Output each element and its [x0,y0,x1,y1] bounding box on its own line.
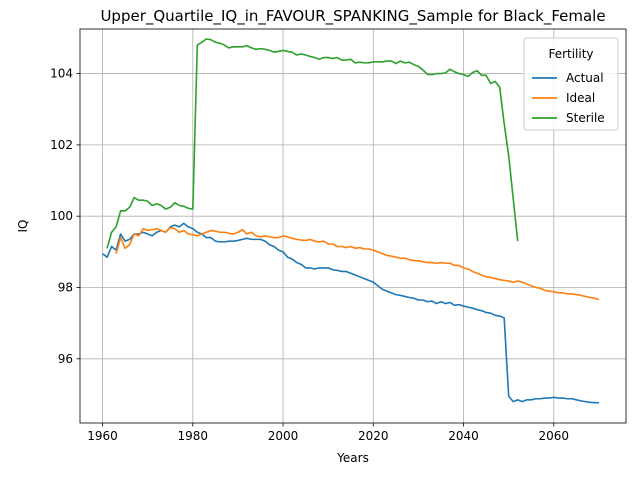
legend-label-actual: Actual [566,71,604,85]
chart-title: Upper_Quartile_IQ_in_FAVOUR_SPANKING_Sam… [100,7,605,26]
plot-series [102,38,600,404]
x-axis-ticks: 1960 1980 2000 2020 2040 2060 [87,423,569,443]
y-tick-label: 102 [50,138,73,152]
y-tick-label: 96 [58,352,73,366]
legend-label-sterile: Sterile [566,111,605,125]
y-axis-ticks: 96 98 100 102 104 [50,67,80,366]
legend: Fertility Actual Ideal Sterile [523,37,619,131]
legend-title: Fertility [548,47,593,61]
legend-box [523,37,619,131]
y-axis-label: IQ [16,220,30,233]
legend-items: Actual Ideal Sterile [532,71,605,125]
y-tick-label: 104 [50,67,73,81]
legend-label-ideal: Ideal [566,91,595,105]
y-tick-label: 98 [58,281,73,295]
x-tick-label: 1980 [178,429,209,443]
x-tick-label: 2040 [448,429,479,443]
y-tick-label: 100 [50,209,73,223]
series-line-actual [102,222,599,404]
x-tick-label: 2020 [358,429,389,443]
x-tick-label: 2000 [268,429,299,443]
series-line-ideal [115,226,600,301]
x-tick-label: 1960 [87,429,118,443]
axes-frame [79,28,627,424]
x-axis-label: Years [336,451,369,465]
x-tick-label: 2060 [539,429,570,443]
series-line-sterile [106,38,519,249]
